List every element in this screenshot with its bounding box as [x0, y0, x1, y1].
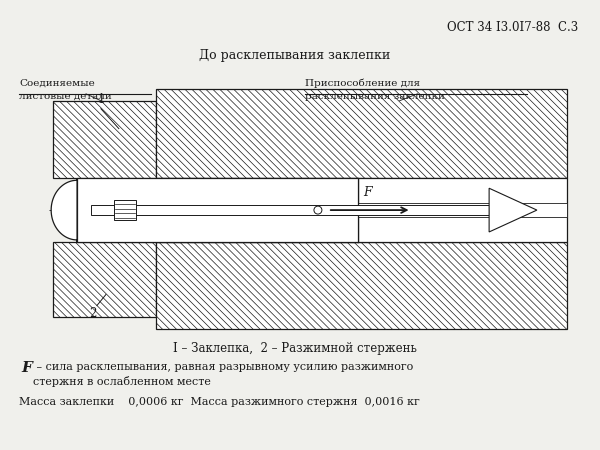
Polygon shape — [77, 178, 358, 242]
Polygon shape — [155, 89, 567, 178]
Polygon shape — [155, 178, 567, 242]
Text: 1: 1 — [97, 93, 104, 106]
Polygon shape — [489, 188, 537, 232]
Text: Масса заклепки    0,0006 кг  Масса разжимного стержня  0,0016 кг: Масса заклепки 0,0006 кг Масса разжимног… — [19, 397, 420, 407]
Text: 2: 2 — [89, 307, 97, 320]
Text: ОСТ 34 I3.0I7-88  С.3: ОСТ 34 I3.0I7-88 С.3 — [448, 21, 579, 34]
Text: стержня в ослабленном месте: стержня в ослабленном месте — [33, 376, 211, 387]
Text: До расклепывания заклепки: До расклепывания заклепки — [199, 49, 391, 62]
Text: I – Заклепка,  2 – Разжимной стержень: I – Заклепка, 2 – Разжимной стержень — [173, 342, 417, 355]
Polygon shape — [53, 101, 155, 178]
Text: Соединяемые
листовые детали: Соединяемые листовые детали — [19, 79, 112, 100]
Text: F: F — [364, 186, 372, 199]
Text: – сила расклепывания, равная разрывному усилию разжимного: – сила расклепывания, равная разрывному … — [33, 362, 413, 372]
Text: Приспособление для
расклепывания заклепки: Приспособление для расклепывания заклепк… — [305, 79, 445, 101]
Polygon shape — [51, 178, 77, 242]
Polygon shape — [91, 205, 489, 215]
Polygon shape — [358, 203, 567, 217]
Text: F: F — [21, 361, 32, 375]
Circle shape — [314, 206, 322, 214]
Bar — [114, 200, 136, 220]
Polygon shape — [155, 242, 567, 329]
Polygon shape — [53, 242, 155, 317]
